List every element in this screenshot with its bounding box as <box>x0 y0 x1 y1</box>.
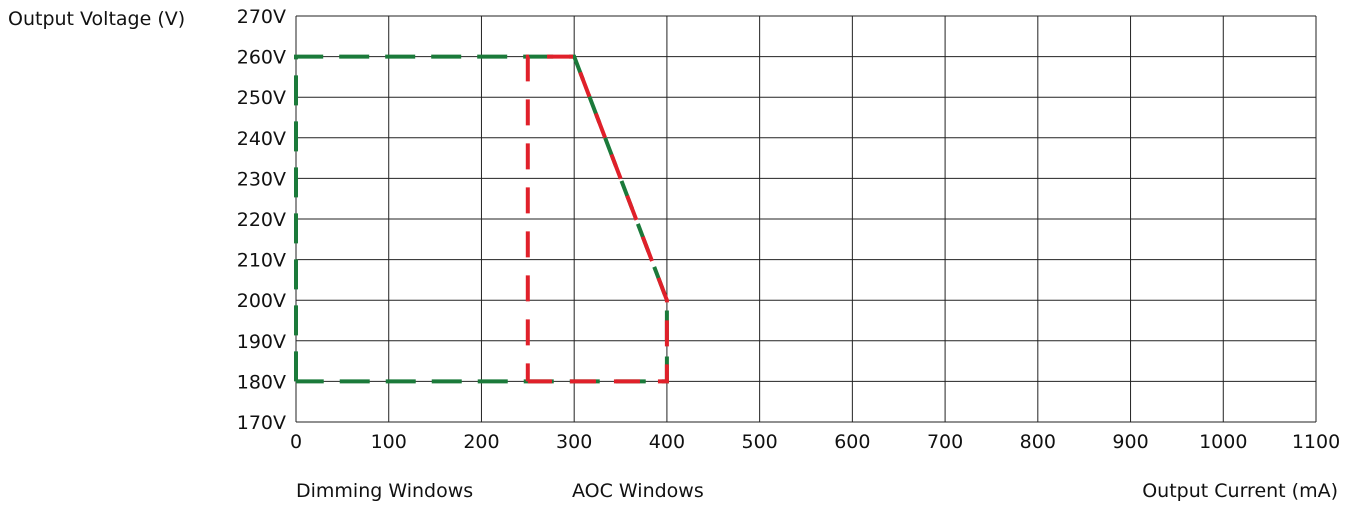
legend-aoc-windows: AOC Windows <box>572 480 704 502</box>
x-tick-label: 1000 <box>1199 431 1247 453</box>
y-tick-labels: 270V 260V 250V 240V 230V 220V 210V 200V 190V 180V… <box>237 6 286 434</box>
y-tick-label: 190V <box>237 331 286 353</box>
x-tick-label: 200 <box>463 431 499 453</box>
x-tick-label: 700 <box>927 431 963 453</box>
x-tick-label: 400 <box>649 431 685 453</box>
x-tick-label: 100 <box>371 431 407 453</box>
x-tick-label: 900 <box>1112 431 1148 453</box>
y-tick-label: 230V <box>237 168 286 190</box>
x-tick-label: 600 <box>834 431 870 453</box>
y-tick-label: 170V <box>237 412 286 434</box>
series-lines <box>294 54 669 384</box>
y-axis-title: Output Voltage (V) <box>8 8 186 30</box>
y-tick-label: 180V <box>237 371 286 393</box>
x-axis-title: Output Current (mA) <box>1142 480 1338 502</box>
legend-dimming-windows: Dimming Windows <box>296 480 474 502</box>
y-tick-label: 200V <box>237 290 286 312</box>
y-tick-label: 240V <box>237 128 286 150</box>
y-tick-label: 220V <box>237 209 286 231</box>
series-line-aoc-windows <box>525 54 669 384</box>
x-tick-label: 1100 <box>1292 431 1340 453</box>
y-tick-label: 260V <box>237 47 286 69</box>
x-tick-labels: 0 100 200 300 400 500 600 700 800 900 1000 1100 <box>290 431 1340 453</box>
x-tick-label: 0 <box>290 431 302 453</box>
y-tick-label: 250V <box>237 87 286 109</box>
x-tick-label: 300 <box>556 431 592 453</box>
x-tick-label: 500 <box>742 431 778 453</box>
y-tick-label: 270V <box>237 6 286 28</box>
grid <box>295 15 1317 423</box>
y-tick-label: 210V <box>237 250 286 272</box>
x-tick-label: 800 <box>1020 431 1056 453</box>
